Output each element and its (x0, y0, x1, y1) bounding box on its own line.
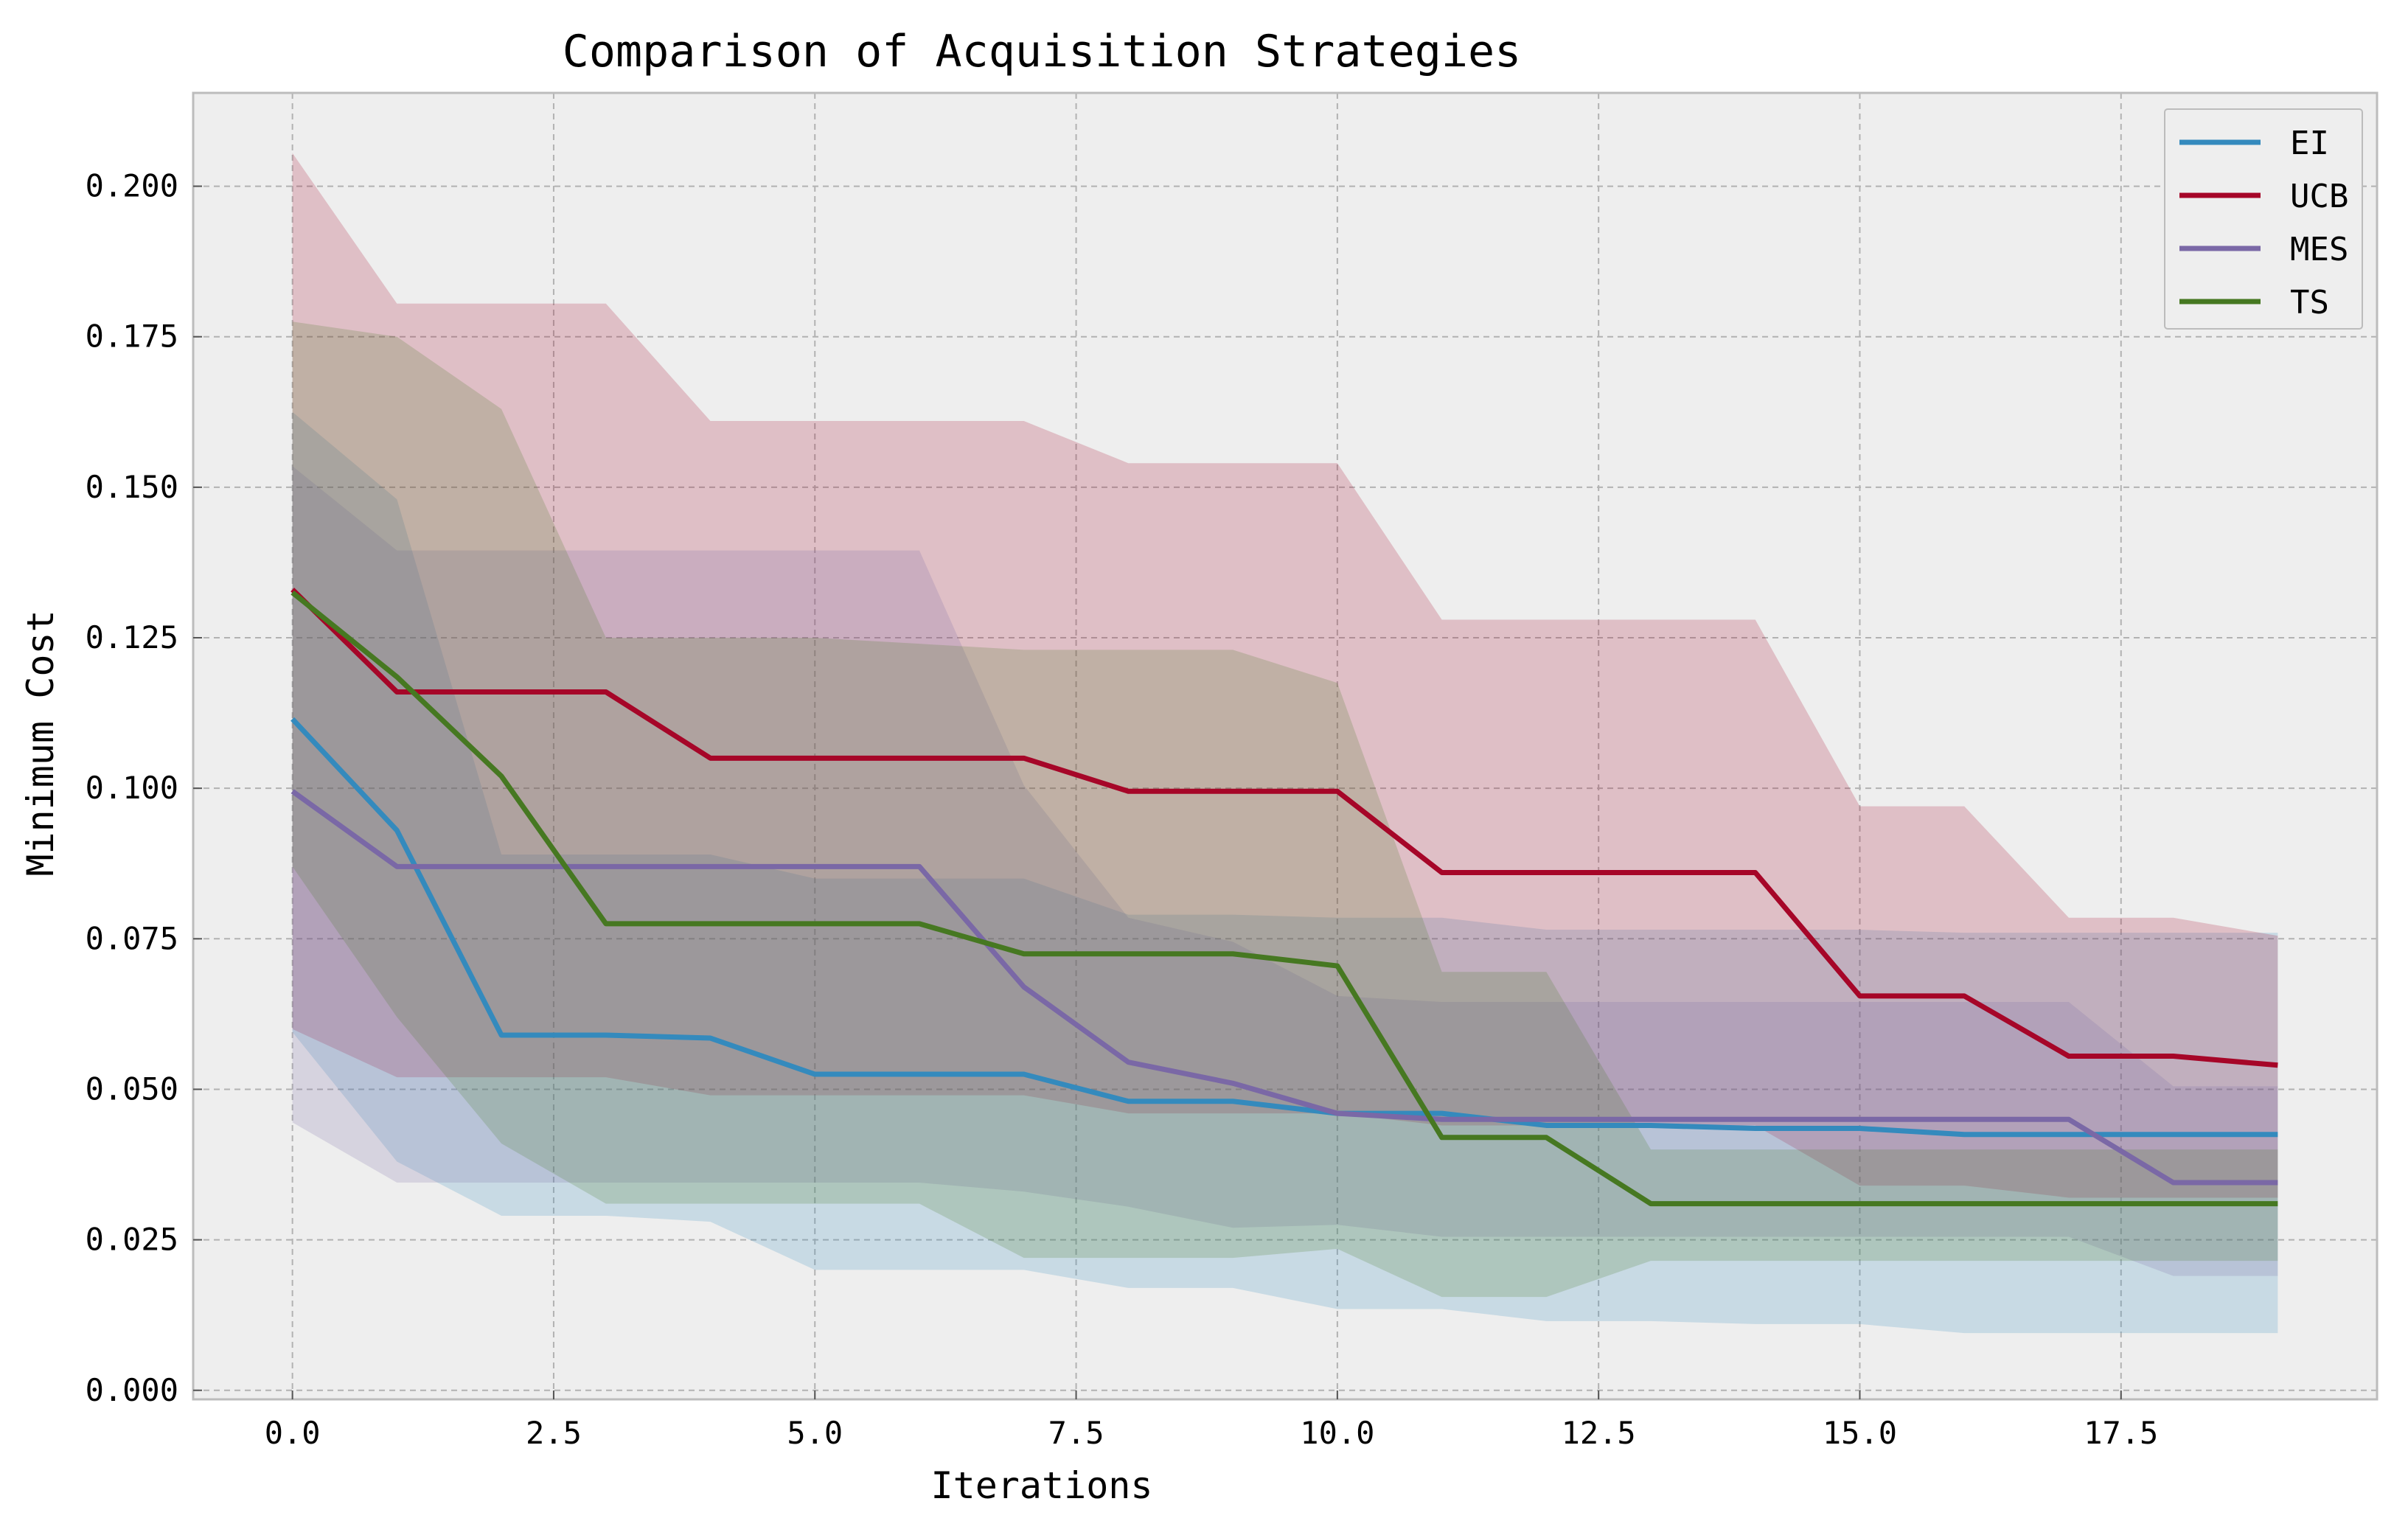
y-tick-label: 0.075 (86, 920, 178, 956)
band-ei (292, 411, 2278, 1334)
x-tick-label: 10.0 (1300, 1415, 1374, 1451)
plot-frame (192, 91, 2379, 1401)
x-axis: 0.0 2.5 5.0 7.5 10.0 12.5 15.0 17.5 (265, 1391, 2158, 1451)
x-tick-label: 12.5 (1562, 1415, 1636, 1451)
y-tick-label: 0.200 (86, 168, 178, 204)
chart-title: Comparison of Acquisition Strategies (563, 26, 1521, 77)
grid-lines (193, 93, 2377, 1399)
x-tick-label: 15.0 (1823, 1415, 1897, 1451)
confidence-bands (292, 153, 2278, 1334)
y-tick-label: 0.050 (86, 1071, 178, 1107)
band-mes (292, 466, 2278, 1276)
legend-label-ts: TS (2290, 284, 2329, 321)
legend-label-mes: MES (2290, 231, 2348, 268)
band-ts (292, 321, 2278, 1298)
y-axis-label: Minimum Cost (19, 610, 62, 876)
y-axis: 0.000 0.025 0.050 0.075 0.100 0.125 0.150 0.175… (86, 168, 202, 1408)
x-tick-label: 17.5 (2084, 1415, 2158, 1451)
series-line-ts (290, 591, 2278, 1207)
series-line-ei (290, 717, 2278, 1138)
series-line-ucb (290, 588, 2278, 1068)
series-line-mes (290, 789, 2278, 1186)
y-tick-label: 0.100 (86, 770, 178, 806)
y-tick-label: 0.175 (86, 319, 178, 355)
x-tick-label: 5.0 (787, 1415, 843, 1451)
x-tick-label: 0.0 (265, 1415, 321, 1451)
series-lines (290, 588, 2278, 1207)
plot-area (192, 91, 2379, 1401)
y-tick-label: 0.000 (86, 1372, 178, 1408)
y-tick-label: 0.125 (86, 619, 178, 655)
y-tick-label: 0.150 (86, 469, 178, 505)
x-axis-label: Iterations (930, 1464, 1152, 1507)
x-tick-label: 7.5 (1048, 1415, 1104, 1451)
x-tick-label: 2.5 (526, 1415, 582, 1451)
legend-label-ucb: UCB (2290, 178, 2348, 215)
legend-box (2164, 108, 2363, 330)
legend-label-ei: EI (2290, 125, 2329, 162)
legend: EI UCB MES TS (2164, 108, 2363, 330)
y-tick-label: 0.025 (86, 1222, 178, 1258)
band-ucb (292, 153, 2278, 1198)
